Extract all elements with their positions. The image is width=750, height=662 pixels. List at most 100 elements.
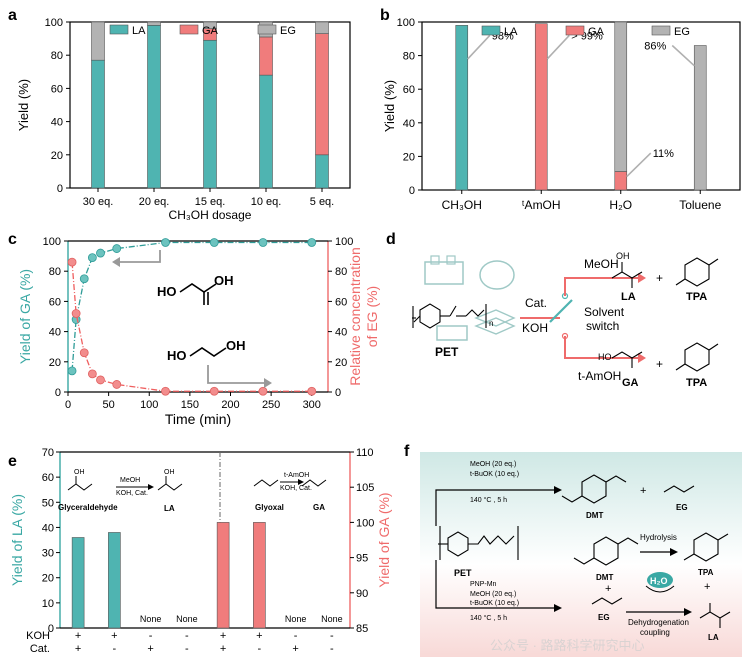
condition-value: + [111, 630, 117, 642]
xtick-label-c: 150 [181, 399, 199, 411]
data-point-ga [112, 244, 122, 253]
condition-value: + [147, 643, 153, 655]
condition-value: + [75, 630, 81, 642]
xtick-label-c: 200 [221, 399, 239, 411]
bar-la [147, 25, 161, 189]
plus-2: + [656, 357, 663, 371]
annotation-leader [626, 152, 652, 178]
condition-value: + [292, 643, 298, 655]
panel-c-glycolic-acid-structure: HO OH [157, 273, 234, 305]
ytick-label-c: 100 [43, 236, 61, 248]
data-point-eg [112, 380, 122, 389]
legend-swatch-eg [257, 24, 277, 35]
glyoxal-label: Glyoxal [255, 503, 284, 512]
ytick-label-b: 60 [403, 84, 415, 96]
y2tick-label-e: 100 [356, 517, 374, 529]
legend-swatch-ga [179, 24, 199, 35]
none-label: None [321, 614, 343, 624]
f-h2o-badge [647, 572, 673, 588]
data-point-eg [67, 257, 77, 267]
xtick-label-a: 30 eq. [83, 196, 114, 208]
pet-tray-icon [436, 325, 468, 341]
ytick-label-b: 80 [403, 51, 415, 63]
panel-d-scheme: n PET Cat. KOH Solvent switch MeOH t-AmO… [412, 251, 719, 389]
legend-swatch-la [109, 24, 129, 35]
ylabel-b: Yield (%) [382, 80, 397, 132]
f-top-conditions: 140 °C , 5 h [470, 496, 507, 504]
panel-letter-e: e [8, 453, 17, 470]
f-plus-mid: + [605, 583, 611, 595]
bar-eg [315, 21, 329, 34]
condition-value: - [113, 643, 117, 655]
f-bottom-tbuok: t-BuOK (10 eq.) [470, 600, 519, 607]
f-bottom-meoh: MeOH (20 eq.) [470, 591, 516, 598]
condition-row-label: Cat. [30, 643, 50, 655]
condition-value: + [220, 643, 226, 655]
bar-la [203, 39, 217, 189]
ytick-label-e: 70 [42, 447, 54, 459]
y2tick-label-e: 85 [356, 623, 368, 635]
annotation-label: 11% [653, 148, 674, 160]
y2tick-label-c: 80 [335, 266, 347, 278]
f-tpa-label: TPA [698, 568, 714, 577]
eg-oh-label: OH [226, 338, 246, 353]
panel-e-schemes: Glyceraldehyde LA Glyoxal GA MeOH t-AmOH… [58, 472, 327, 513]
data-point-eg [258, 386, 268, 396]
f-pet-structure [438, 526, 519, 560]
ytick-label-e: 50 [42, 497, 54, 509]
data-point-eg [87, 369, 97, 379]
bar-la [259, 74, 273, 189]
annotation-label: 86% [644, 41, 666, 53]
f-bottom-conditions: 140 °C , 5 h [470, 614, 507, 622]
ytick-label-e: 60 [42, 472, 54, 484]
xtick-label-b: CH₃OH [442, 198, 482, 212]
chart-a: 0 20 40 60 80 100 Yield (%) 30 eq. 20 eq. 15 eq. 1… [16, 17, 351, 222]
ylabel-c: Yield of GA (%) [17, 269, 33, 364]
data-point-ga [96, 248, 105, 258]
condition-value: + [256, 630, 262, 642]
e-condition-1: KOH, Cat. [116, 490, 148, 497]
y2tick-label-e: 95 [356, 553, 368, 565]
xtick-label-c: 50 [103, 399, 115, 411]
annotation-leader [467, 34, 491, 60]
condition-value: - [258, 643, 262, 655]
tpa-structure-lower [675, 342, 719, 372]
ga-ho-label-d: HO [598, 352, 612, 362]
bar-ga [315, 33, 329, 156]
xtick-label-a: 10 eq. [251, 196, 282, 208]
bar-la [108, 532, 121, 629]
tpa-label-lower: TPA [686, 377, 707, 389]
none-label: None [285, 614, 307, 624]
e-ga-label: GA [313, 503, 325, 512]
pet-n-label: n [489, 319, 493, 328]
ylabel-e: Yield of LA (%) [9, 494, 25, 586]
scheme-oh-label: OH [74, 469, 85, 476]
xtick-label-b: ᵗAmOH [522, 198, 561, 212]
condition-value: + [75, 643, 81, 655]
bar-ga [253, 522, 266, 629]
f-plus-bottom: + [704, 581, 710, 593]
ytick-label-a: 80 [51, 50, 63, 62]
data-point-ga [87, 253, 97, 263]
xtick-label-c: 250 [262, 399, 280, 411]
ytick-label-b: 40 [403, 118, 415, 130]
data-point-ga [307, 238, 317, 247]
f-dehydrogenation-label: Dehydrogenation [628, 618, 689, 627]
f-eg-structure-bottom [591, 597, 623, 605]
f-dmt-structure-top [561, 474, 627, 504]
axis-frame-b [421, 21, 741, 191]
f-h2o-label: H₂O [650, 576, 668, 586]
ytick-label-e: 40 [42, 522, 54, 534]
solvent-label: Solvent [584, 305, 625, 319]
xtick-label-c: 300 [303, 399, 321, 411]
lactic-acid-structure [611, 262, 643, 288]
meoh-label: MeOH [584, 257, 619, 271]
y2label-c-line2: of EG (%) [364, 286, 380, 347]
data-point-ga [209, 238, 219, 247]
bar-la [91, 59, 105, 189]
condition-value: - [330, 630, 334, 642]
ytick-label-e: 20 [42, 573, 54, 585]
y2tick-label-c: 40 [335, 327, 347, 339]
panel-c-arrowhead-ga [112, 257, 120, 267]
